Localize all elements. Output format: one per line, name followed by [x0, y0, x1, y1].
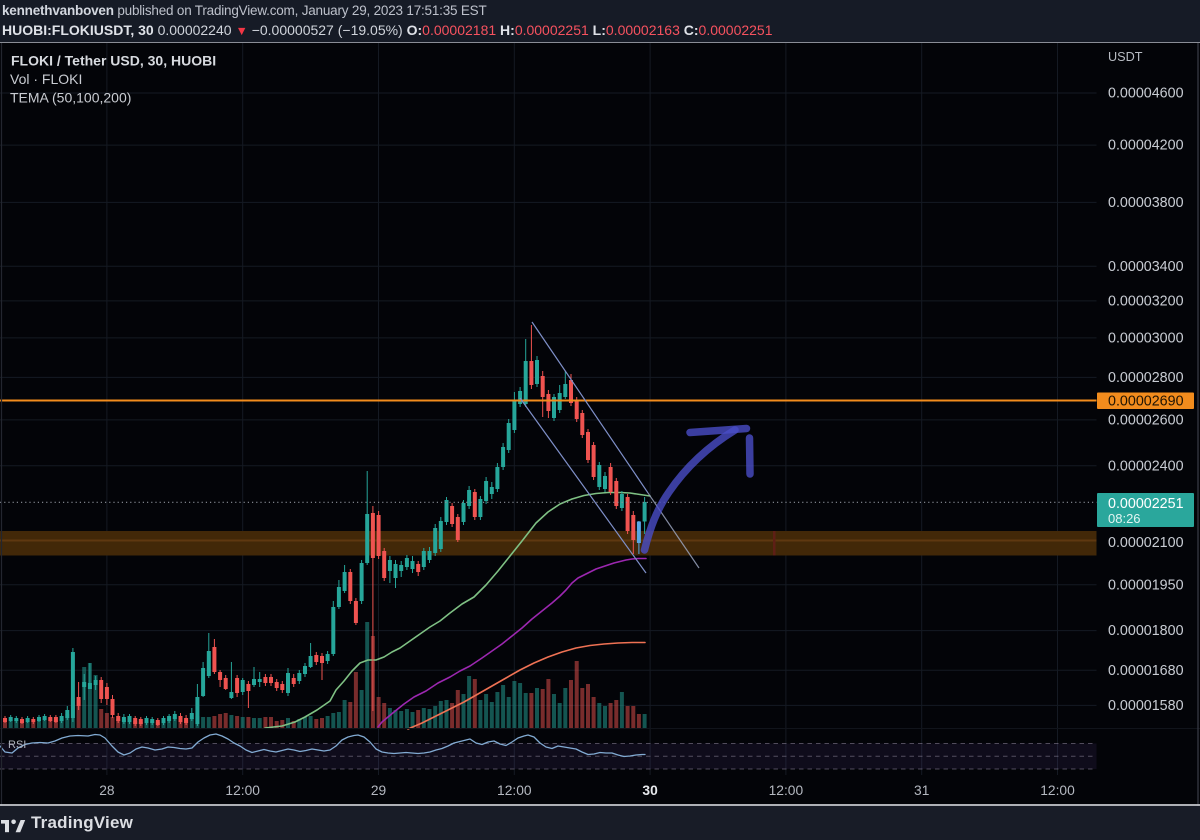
svg-text:0.00003200: 0.00003200	[1108, 294, 1184, 310]
svg-text:Vol · FLOKI: Vol · FLOKI	[10, 71, 82, 87]
svg-text:FLOKI / Tether USD, 30, HUOBI: FLOKI / Tether USD, 30, HUOBI	[11, 53, 216, 69]
svg-text:0.00003800: 0.00003800	[1108, 195, 1184, 211]
svg-text:12:00: 12:00	[1040, 783, 1075, 798]
svg-text:29: 29	[371, 783, 387, 798]
svg-text:0.00004600: 0.00004600	[1108, 86, 1184, 102]
svg-text:30: 30	[642, 783, 658, 798]
svg-text:31: 31	[914, 783, 929, 798]
svg-text:0.00002100: 0.00002100	[1108, 535, 1184, 551]
svg-text:08:26: 08:26	[1108, 511, 1141, 526]
svg-text:0.00001950: 0.00001950	[1108, 577, 1184, 593]
svg-text:0.00001800: 0.00001800	[1108, 623, 1184, 639]
svg-text:0.00003400: 0.00003400	[1108, 259, 1184, 275]
svg-text:12:00: 12:00	[497, 783, 532, 798]
svg-text:TEMA (50,100,200): TEMA (50,100,200)	[10, 90, 131, 106]
svg-text:12:00: 12:00	[769, 783, 804, 798]
svg-text:0.00004200: 0.00004200	[1108, 138, 1184, 154]
svg-text:0.00003000: 0.00003000	[1108, 331, 1184, 347]
svg-text:0.00002800: 0.00002800	[1108, 370, 1184, 386]
svg-text:USDT: USDT	[1108, 50, 1143, 64]
svg-text:0.00002600: 0.00002600	[1108, 413, 1184, 429]
svg-text:0.00002400: 0.00002400	[1108, 458, 1184, 474]
svg-text:0.00001580: 0.00001580	[1108, 698, 1184, 714]
svg-text:0.00002251: 0.00002251	[1108, 496, 1184, 512]
svg-text:0.00001680: 0.00001680	[1108, 663, 1184, 679]
svg-text:12:00: 12:00	[225, 783, 260, 798]
svg-text:28: 28	[99, 783, 115, 798]
svg-text:RSI: RSI	[8, 739, 26, 751]
svg-text:0.00002690: 0.00002690	[1108, 394, 1184, 410]
